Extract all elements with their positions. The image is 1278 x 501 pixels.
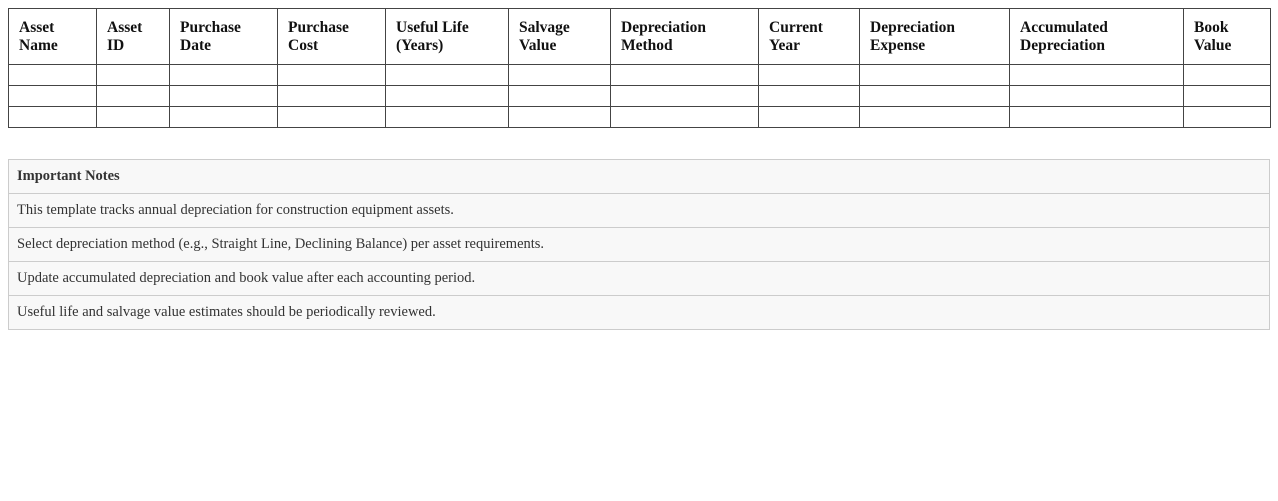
table-cell[interactable]: [277, 64, 386, 86]
column-header-line: Depreciation: [870, 19, 955, 36]
table-cell[interactable]: [277, 85, 386, 107]
table-cell[interactable]: [385, 106, 509, 128]
column-header-line: Asset: [19, 19, 55, 36]
table-cell[interactable]: [277, 106, 386, 128]
important-notes-panel: Important Notes This template tracks ann…: [8, 159, 1270, 330]
table-cell[interactable]: [508, 85, 611, 107]
table-cell[interactable]: [758, 85, 860, 107]
table-cell[interactable]: [96, 64, 170, 86]
column-header-line: Book: [1194, 19, 1229, 36]
table-cell[interactable]: [8, 64, 97, 86]
table-cell[interactable]: [610, 106, 759, 128]
table-cell[interactable]: [758, 64, 860, 86]
table-cell[interactable]: [169, 85, 278, 107]
table-cell[interactable]: [610, 85, 759, 107]
table-cell[interactable]: [859, 64, 1010, 86]
column-header-line: Current: [769, 19, 823, 36]
table-cell[interactable]: [610, 64, 759, 86]
table-cell[interactable]: [1183, 85, 1271, 107]
column-header: Book Value: [1183, 8, 1271, 65]
column-header-line: Year: [769, 37, 800, 54]
table-cell[interactable]: [8, 85, 97, 107]
table-cell[interactable]: [96, 85, 170, 107]
note-item: Update accumulated depreciation and book…: [9, 261, 1269, 295]
table-cell[interactable]: [859, 85, 1010, 107]
table-cell[interactable]: [758, 106, 860, 128]
table-cell[interactable]: [1183, 106, 1271, 128]
table-row: [8, 85, 1271, 107]
column-header-line: Useful Life: [396, 19, 469, 36]
column-header-line: Value: [519, 37, 557, 54]
column-header-line: Accumulated: [1020, 19, 1108, 36]
column-header: Purchase Cost: [277, 8, 386, 65]
column-header-line: ID: [107, 37, 125, 54]
table-row: [8, 106, 1271, 128]
table-cell[interactable]: [508, 64, 611, 86]
table-row: [8, 64, 1271, 86]
column-header-line: (Years): [396, 37, 444, 54]
note-item: This template tracks annual depreciation…: [9, 193, 1269, 227]
table-cell[interactable]: [1009, 106, 1184, 128]
notes-title: Important Notes: [17, 168, 120, 184]
note-item: Useful life and salvage value estimates …: [9, 295, 1269, 329]
column-header: Depreciation Expense: [859, 8, 1010, 65]
column-header: Useful Life (Years): [385, 8, 509, 65]
table-cell[interactable]: [1009, 85, 1184, 107]
column-header-line: Expense: [870, 37, 926, 54]
column-header-line: Value: [1194, 37, 1232, 54]
column-header-line: Purchase: [180, 19, 241, 36]
table-cell[interactable]: [859, 106, 1010, 128]
table-cell[interactable]: [1183, 64, 1271, 86]
column-header: Asset Name: [8, 8, 97, 65]
note-item: Select depreciation method (e.g., Straig…: [9, 227, 1269, 261]
table-header-row: Asset Name Asset ID Purchase Date Purchase Cost…: [8, 8, 1271, 65]
column-header-line: Cost: [288, 37, 319, 54]
column-header: Accumulated Depreciation: [1009, 8, 1184, 65]
column-header: Asset ID: [96, 8, 170, 65]
table-cell[interactable]: [1009, 64, 1184, 86]
table-cell[interactable]: [385, 85, 509, 107]
column-header-line: Depreciation: [621, 19, 706, 36]
column-header-line: Date: [180, 37, 211, 54]
table-cell[interactable]: [385, 64, 509, 86]
column-header: Salvage Value: [508, 8, 611, 65]
table-cell[interactable]: [169, 106, 278, 128]
column-header: Purchase Date: [169, 8, 278, 65]
column-header-line: Method: [621, 37, 673, 54]
column-header-line: Purchase: [288, 19, 349, 36]
column-header-line: Name: [19, 37, 58, 54]
depreciation-table: Asset Name Asset ID Purchase Date Purchase Cost…: [8, 8, 1271, 128]
table-cell[interactable]: [96, 106, 170, 128]
table-cell[interactable]: [508, 106, 611, 128]
column-header: Depreciation Method: [610, 8, 759, 65]
column-header-line: Salvage: [519, 19, 570, 36]
table-cell[interactable]: [8, 106, 97, 128]
column-header-line: Asset: [107, 19, 143, 36]
table-cell[interactable]: [169, 64, 278, 86]
column-header: Current Year: [758, 8, 860, 65]
column-header-line: Depreciation: [1020, 37, 1105, 54]
